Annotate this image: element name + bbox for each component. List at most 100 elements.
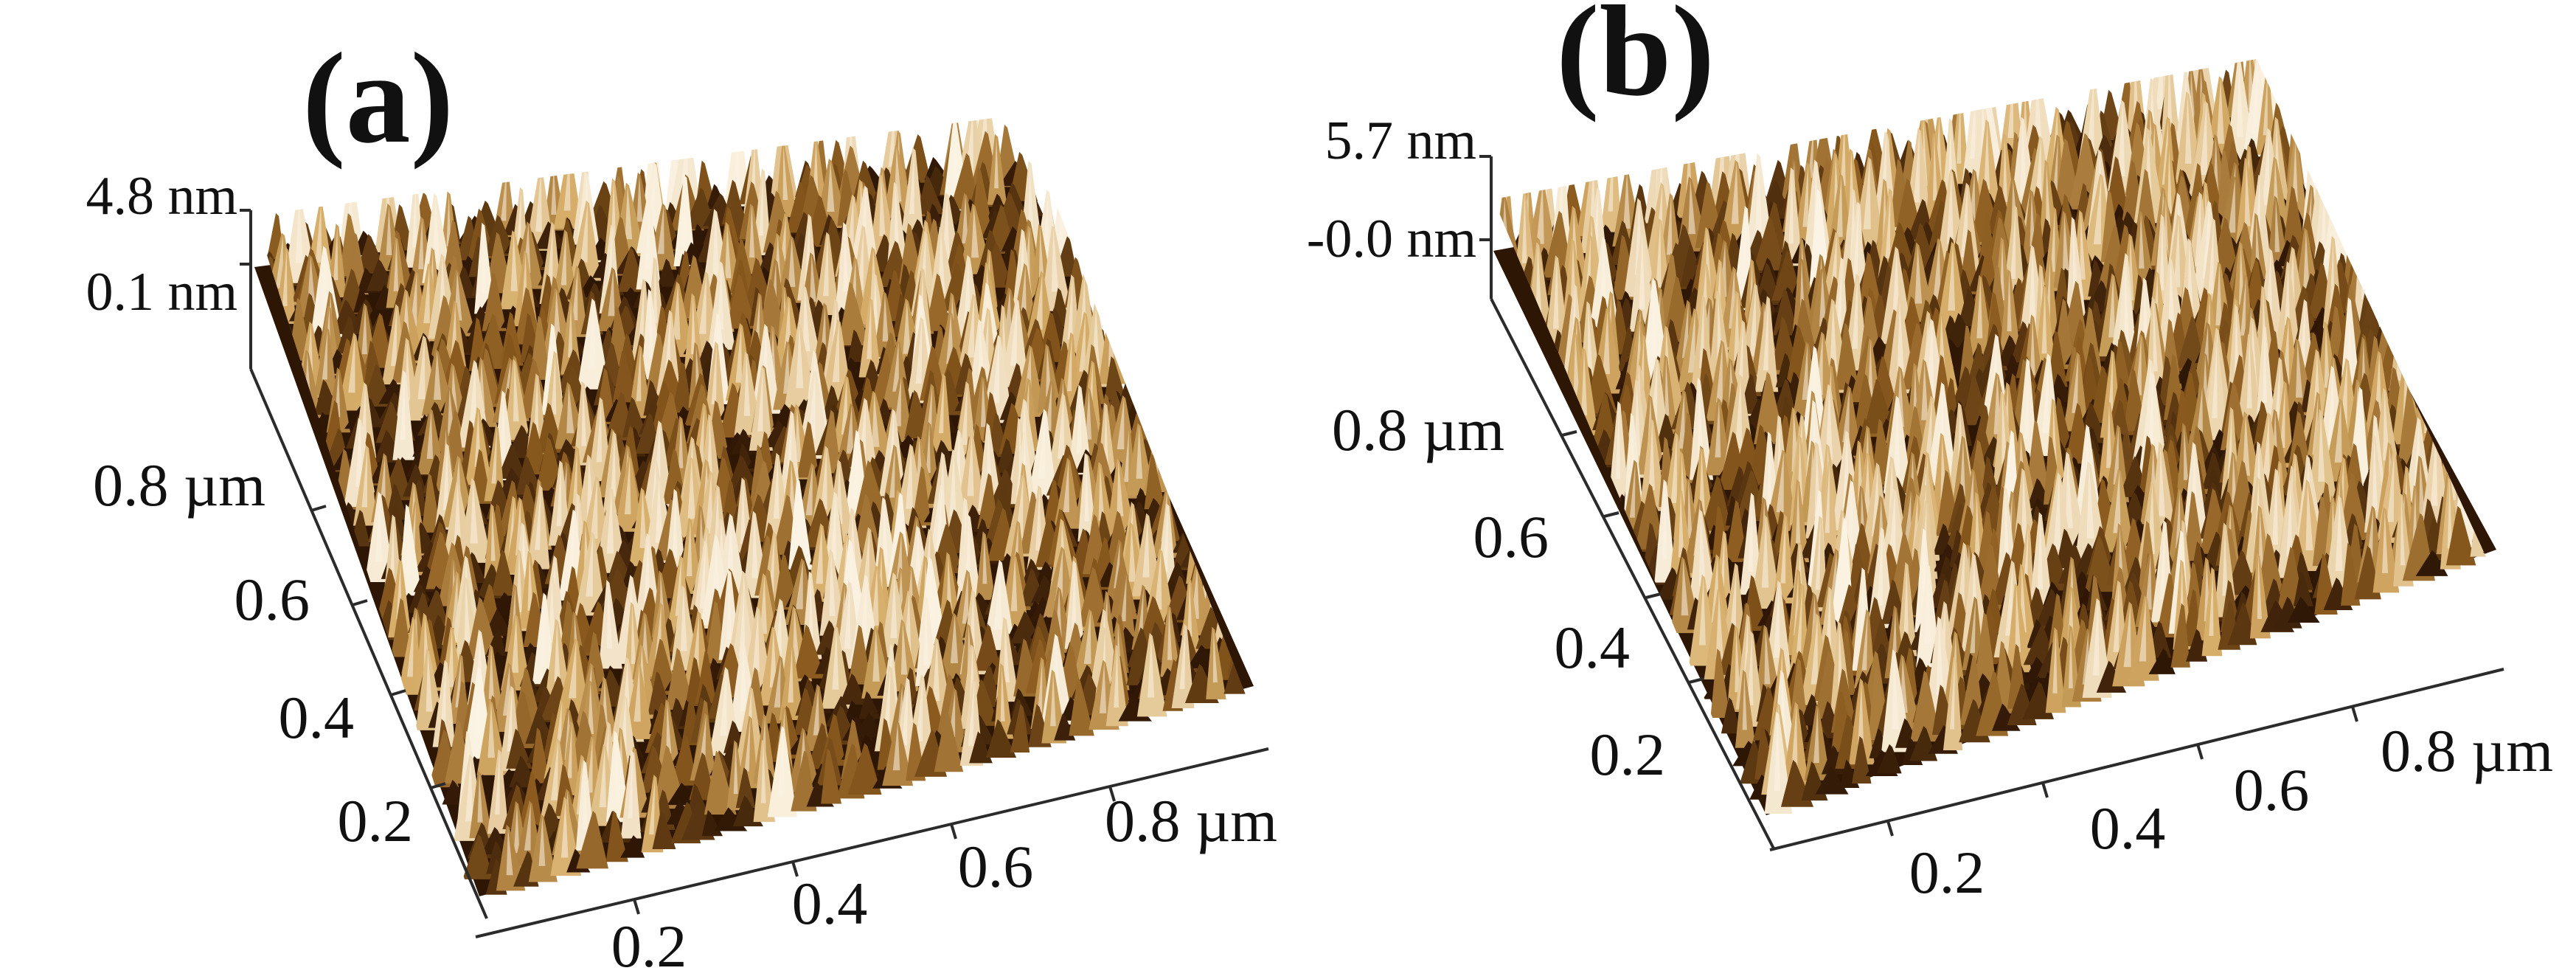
- panel-b-y-tick-label-2: 0.4: [1555, 614, 1631, 681]
- surface-peak-highlight: [567, 511, 574, 581]
- surface-peak: [912, 466, 931, 526]
- surface-peak: [838, 281, 869, 346]
- surface-peak: [2415, 550, 2448, 576]
- surface-peak-highlight: [625, 184, 633, 240]
- surface-peak-highlight: [1067, 277, 1073, 339]
- surface-peak-highlight: [1670, 435, 1677, 503]
- surface-peak-highlight: [2372, 435, 2378, 511]
- surface-peak: [657, 258, 678, 287]
- surface-peak-highlight: [1808, 122, 1814, 179]
- surface-peak-highlight: [502, 664, 510, 716]
- surface-peak-highlight: [740, 643, 747, 712]
- surface-peak-highlight: [1552, 257, 1559, 329]
- surface-peak-highlight: [882, 293, 889, 342]
- surface-peak-highlight: [2296, 340, 2303, 398]
- surface-peak-highlight: [883, 667, 891, 732]
- surface-peak-highlight: [1796, 481, 1801, 544]
- surface-peak-highlight: [2286, 482, 2293, 556]
- surface-peak-highlight: [581, 383, 587, 446]
- surface-peak-highlight: [962, 195, 968, 244]
- surface-peak-highlight: [2087, 77, 2094, 153]
- surface-peak-highlight: [2136, 336, 2142, 395]
- surface-peak-highlight: [2215, 263, 2222, 326]
- panel-b-z-top-label: 5.7 nm: [1325, 111, 1476, 171]
- surface-peak-highlight: [2184, 93, 2192, 164]
- surface-peak-highlight: [1162, 505, 1168, 572]
- surface-peak-highlight: [315, 204, 322, 263]
- surface-peak: [2184, 491, 2205, 561]
- surface-peak-highlight: [333, 226, 339, 280]
- surface-peak-highlight: [282, 249, 288, 306]
- surface-peak-highlight: [1749, 285, 1757, 356]
- surface-peak-highlight: [1755, 155, 1763, 233]
- surface-peak-highlight: [867, 300, 872, 359]
- surface-peak-highlight: [982, 533, 987, 584]
- surface-peak-highlight: [442, 445, 448, 511]
- panel-b-x-axis: [1769, 668, 2504, 851]
- surface-peak-highlight: [2400, 494, 2406, 566]
- surface-peak: [622, 397, 648, 437]
- surface-peak-highlight: [645, 200, 651, 269]
- panel-b: (b) 5.7 nm -0.0 nm 0.2 0.4 0.6 0.8 µm 0.…: [1307, 0, 2553, 906]
- surface-peak-highlight: [477, 772, 483, 823]
- surface-peak-highlight: [1742, 671, 1747, 730]
- surface-peak-highlight: [1791, 704, 1798, 769]
- surface-peak-highlight: [1740, 207, 1746, 287]
- surface-peak: [1884, 221, 1917, 277]
- surface-peak-highlight: [606, 489, 614, 554]
- surface-peak-highlight: [2454, 410, 2460, 471]
- surface-peak-highlight: [1603, 310, 1610, 375]
- surface-peak-highlight: [2139, 598, 2147, 662]
- surface-peak-highlight: [1010, 300, 1018, 366]
- surface-peak-highlight: [307, 256, 316, 305]
- surface-peak-highlight: [903, 300, 911, 354]
- surface-peak-highlight: [720, 669, 727, 736]
- surface-peak-highlight: [2010, 207, 2016, 279]
- surface-peak-highlight: [1802, 164, 1809, 227]
- surface-peak-highlight: [551, 353, 557, 415]
- surface-peak-highlight: [638, 280, 645, 344]
- surface-peak-highlight: [1897, 298, 1904, 372]
- surface-peak-highlight: [1117, 460, 1124, 516]
- surface-peak-highlight: [1788, 169, 1794, 244]
- surface-peak: [673, 361, 692, 411]
- surface-peak-highlight: [2408, 323, 2413, 381]
- surface-peak: [735, 767, 756, 808]
- surface-peak-highlight: [2065, 454, 2073, 529]
- surface-peak-highlight: [992, 336, 1000, 404]
- surface-peak-highlight: [686, 519, 692, 577]
- surface-peak-highlight: [538, 816, 546, 866]
- surface-peak-highlight: [2262, 130, 2270, 205]
- surface-peak-highlight: [1020, 265, 1027, 317]
- surface-peak-highlight: [810, 254, 816, 302]
- surface-peak: [1038, 311, 1064, 362]
- surface-peak-highlight: [1698, 576, 1706, 646]
- panel-b-z-bottom-label: -0.0 nm: [1307, 209, 1476, 269]
- surface-peak-highlight: [923, 598, 929, 666]
- surface-peak-highlight: [830, 494, 836, 561]
- surface-peak: [976, 473, 999, 529]
- panel-b-y-tick-label-1: 0.2: [1590, 721, 1666, 788]
- surface-peak-highlight: [535, 170, 542, 232]
- surface-peak-highlight: [932, 639, 940, 702]
- surface-peak-highlight: [1114, 646, 1119, 708]
- surface-peak-highlight: [740, 480, 746, 544]
- panel-a-x-tick-4: [1108, 786, 1116, 802]
- surface-peak-highlight: [965, 516, 971, 584]
- surface-peak-highlight: [2347, 299, 2352, 378]
- surface-peak-highlight: [2246, 336, 2252, 409]
- surface-peak: [670, 734, 698, 786]
- surface-peak-highlight: [524, 803, 531, 851]
- surface-peak-highlight: [1063, 460, 1069, 513]
- surface-peak-highlight: [1776, 452, 1784, 513]
- surface-peak-highlight: [1893, 397, 1900, 476]
- surface-peak-highlight: [872, 628, 880, 682]
- surface-peak: [2148, 648, 2176, 674]
- surface-peak-highlight: [1128, 524, 1136, 582]
- surface-peak-highlight: [1731, 162, 1739, 224]
- surface-peak-highlight: [1715, 399, 1721, 458]
- surface-peak-highlight: [586, 738, 593, 793]
- surface-peak-highlight: [691, 295, 696, 355]
- surface-peak-highlight: [712, 211, 720, 277]
- surface-peak-highlight: [1816, 191, 1822, 271]
